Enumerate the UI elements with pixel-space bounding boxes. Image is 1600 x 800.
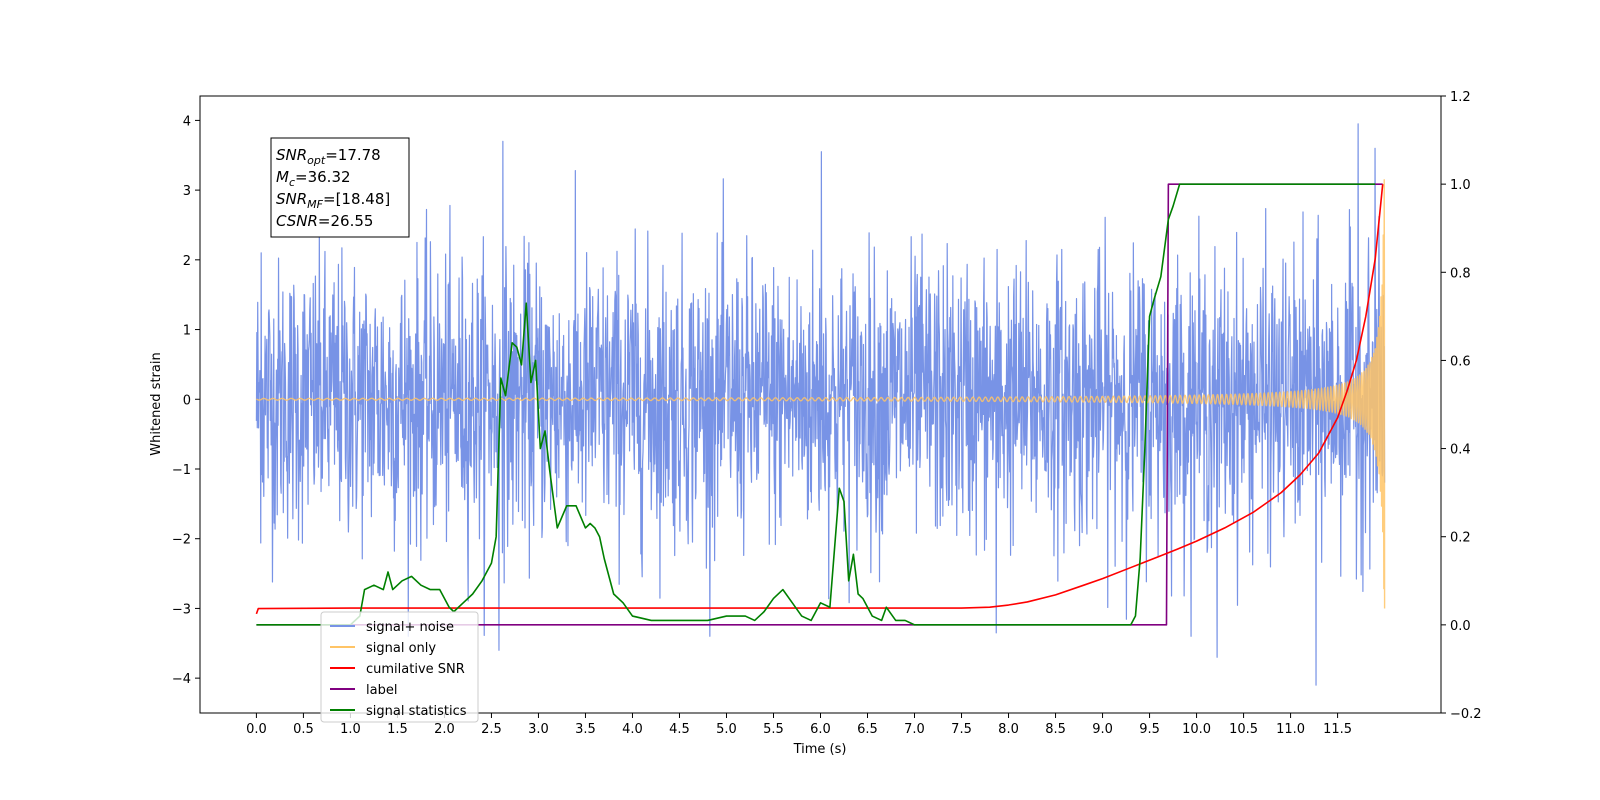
y-tick-label-left: 4 [183,114,191,129]
y-tick-label-left: −3 [172,602,191,617]
series-line-signal-only [255,179,1386,609]
legend-box [320,611,479,723]
y-tick-label-left: 0 [183,393,191,408]
x-tick-label: 8.0 [998,722,1019,737]
legend: signal+ noise signal only cumilative SNR la… [320,611,479,723]
x-tick-label: 3.5 [575,722,596,737]
x-tick-label: 9.0 [1092,722,1113,737]
x-tick-label: 7.5 [951,722,972,737]
y-tick-label-left: 1 [183,324,191,339]
y-axis-right: −0.2 0.0 0.2 0.4 0.6 0.8 1.0 1.2 [1441,90,1482,722]
y-tick-label-right: 0.0 [1450,619,1471,634]
x-tick-label: 4.0 [622,722,643,737]
legend-label: signal+ noise [366,620,454,635]
x-tick-label: 9.5 [1139,722,1160,737]
x-tick-label: 11.5 [1323,722,1352,737]
x-tick-label: 4.5 [669,722,690,737]
x-tick-label: 5.0 [716,722,737,737]
x-tick-label: 2.0 [434,722,455,737]
annotation-box [270,137,410,238]
annotation-line: SNRopt=17.78 [276,146,381,167]
y-tick-label-left: −1 [172,463,191,478]
series-line-signal-noise [255,123,1386,686]
x-tick-label: 0.5 [293,722,314,737]
series-line-signal-statistics [256,183,1376,626]
y-tick-label-left: 2 [183,254,191,269]
legend-label: cumilative SNR [366,662,465,677]
x-tick-label: 1.5 [387,722,408,737]
y-axis-label-left: Whitened strain [149,352,164,455]
legend-label: label [366,683,397,698]
legend-label: signal statistics [366,704,467,719]
y-tick-label-right: 0.4 [1450,443,1471,458]
series-line-cumulative-snr [255,184,1384,615]
x-tick-label: 10.5 [1229,722,1258,737]
x-tick-label: 10.0 [1182,722,1211,737]
x-tick-label: 7.0 [904,722,925,737]
x-tick-label: 11.0 [1276,722,1305,737]
x-tick-label: 1.0 [340,722,361,737]
x-axis: 0.0 0.5 1.0 1.5 2.0 2.5 3.0 3.5 4.0 4.5 5.0 5.5 6.0 6… [246,713,1352,737]
y-tick-label-right: 0.2 [1450,531,1471,546]
x-tick-label: 2.5 [481,722,502,737]
y-tick-label-right: 0.6 [1450,354,1471,369]
annotation-line: SNRMF=[18.48] [276,190,390,211]
annotation-line: CSNR=26.55 [276,212,373,230]
x-tick-label: 8.5 [1045,722,1066,737]
stats-annotation: SNRopt=17.78Mc=36.32SNRMF=[18.48]CSNR=26… [270,137,410,238]
y-tick-label-left: 3 [183,184,191,199]
y-tick-label-right: 0.8 [1450,266,1471,281]
y-tick-label-left: −2 [172,533,191,548]
y-tick-label-right: −0.2 [1450,707,1482,722]
y-tick-label-right: 1.2 [1450,90,1471,105]
series-layer [255,123,1386,686]
legend-label: signal only [366,641,436,656]
x-tick-label: 6.5 [857,722,878,737]
x-tick-label: 0.0 [246,722,267,737]
x-axis-label: Time (s) [793,742,847,757]
x-tick-label: 6.0 [810,722,831,737]
y-axis-left: −4 −3 −2 −1 0 1 2 3 4 [172,114,200,687]
y-tick-label-right: 1.0 [1450,178,1471,193]
annotation-line: Mc=36.32 [276,168,351,189]
x-tick-label: 3.0 [528,722,549,737]
y-tick-label-left: −4 [172,672,191,687]
x-tick-label: 5.5 [763,722,784,737]
